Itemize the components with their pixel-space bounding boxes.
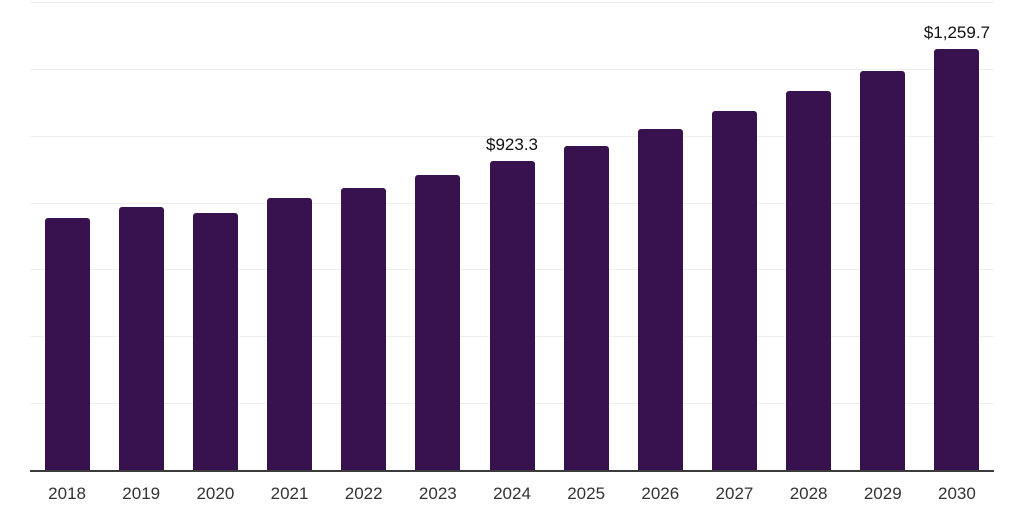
bar-2030[interactable]	[934, 48, 980, 470]
x-tick-label-2018: 2018	[48, 484, 86, 503]
value-label-2024: $923.3	[486, 135, 538, 155]
x-tick-label-2023: 2023	[418, 484, 457, 503]
bar-2025[interactable]	[563, 145, 609, 470]
x-tick-label-2019: 2019	[122, 484, 161, 503]
x-axis-line	[30, 470, 994, 472]
bar-2028[interactable]	[786, 90, 832, 470]
bar-2024[interactable]	[489, 161, 535, 470]
bar-2023[interactable]	[415, 174, 461, 470]
plot-area: $923.3 $1,259.7	[30, 2, 994, 470]
gridline-1400	[30, 2, 994, 3]
x-tick-label-2028: 2028	[789, 484, 828, 503]
x-axis-tick-labels: 2018 2019 2020 2021 2022 2023 2024 2025 2026 2027…	[30, 484, 994, 506]
value-label-2030: $1,259.7	[923, 22, 991, 42]
bar-2018[interactable]	[44, 217, 90, 470]
x-tick-label-2022: 2022	[344, 484, 383, 503]
x-tick-label-2026: 2026	[641, 484, 680, 503]
gridline-1000	[30, 135, 994, 137]
bar-2021[interactable]	[267, 197, 313, 470]
x-tick-label-2029: 2029	[863, 484, 902, 503]
bar-2020[interactable]	[192, 212, 238, 470]
bar-2026[interactable]	[637, 128, 683, 470]
x-tick-label-2030: 2030	[938, 484, 976, 503]
x-tick-label-2027: 2027	[715, 484, 754, 503]
gridline-1200	[30, 68, 994, 70]
bar-2019[interactable]	[118, 207, 164, 470]
bar-2029[interactable]	[860, 70, 906, 470]
x-tick-label-2021: 2021	[270, 484, 309, 503]
x-tick-label-2025: 2025	[567, 484, 606, 503]
bar-2027[interactable]	[711, 110, 757, 470]
x-tick-label-2024: 2024	[493, 484, 531, 503]
bar-2022[interactable]	[341, 187, 387, 470]
x-tick-label-2020: 2020	[196, 484, 235, 503]
